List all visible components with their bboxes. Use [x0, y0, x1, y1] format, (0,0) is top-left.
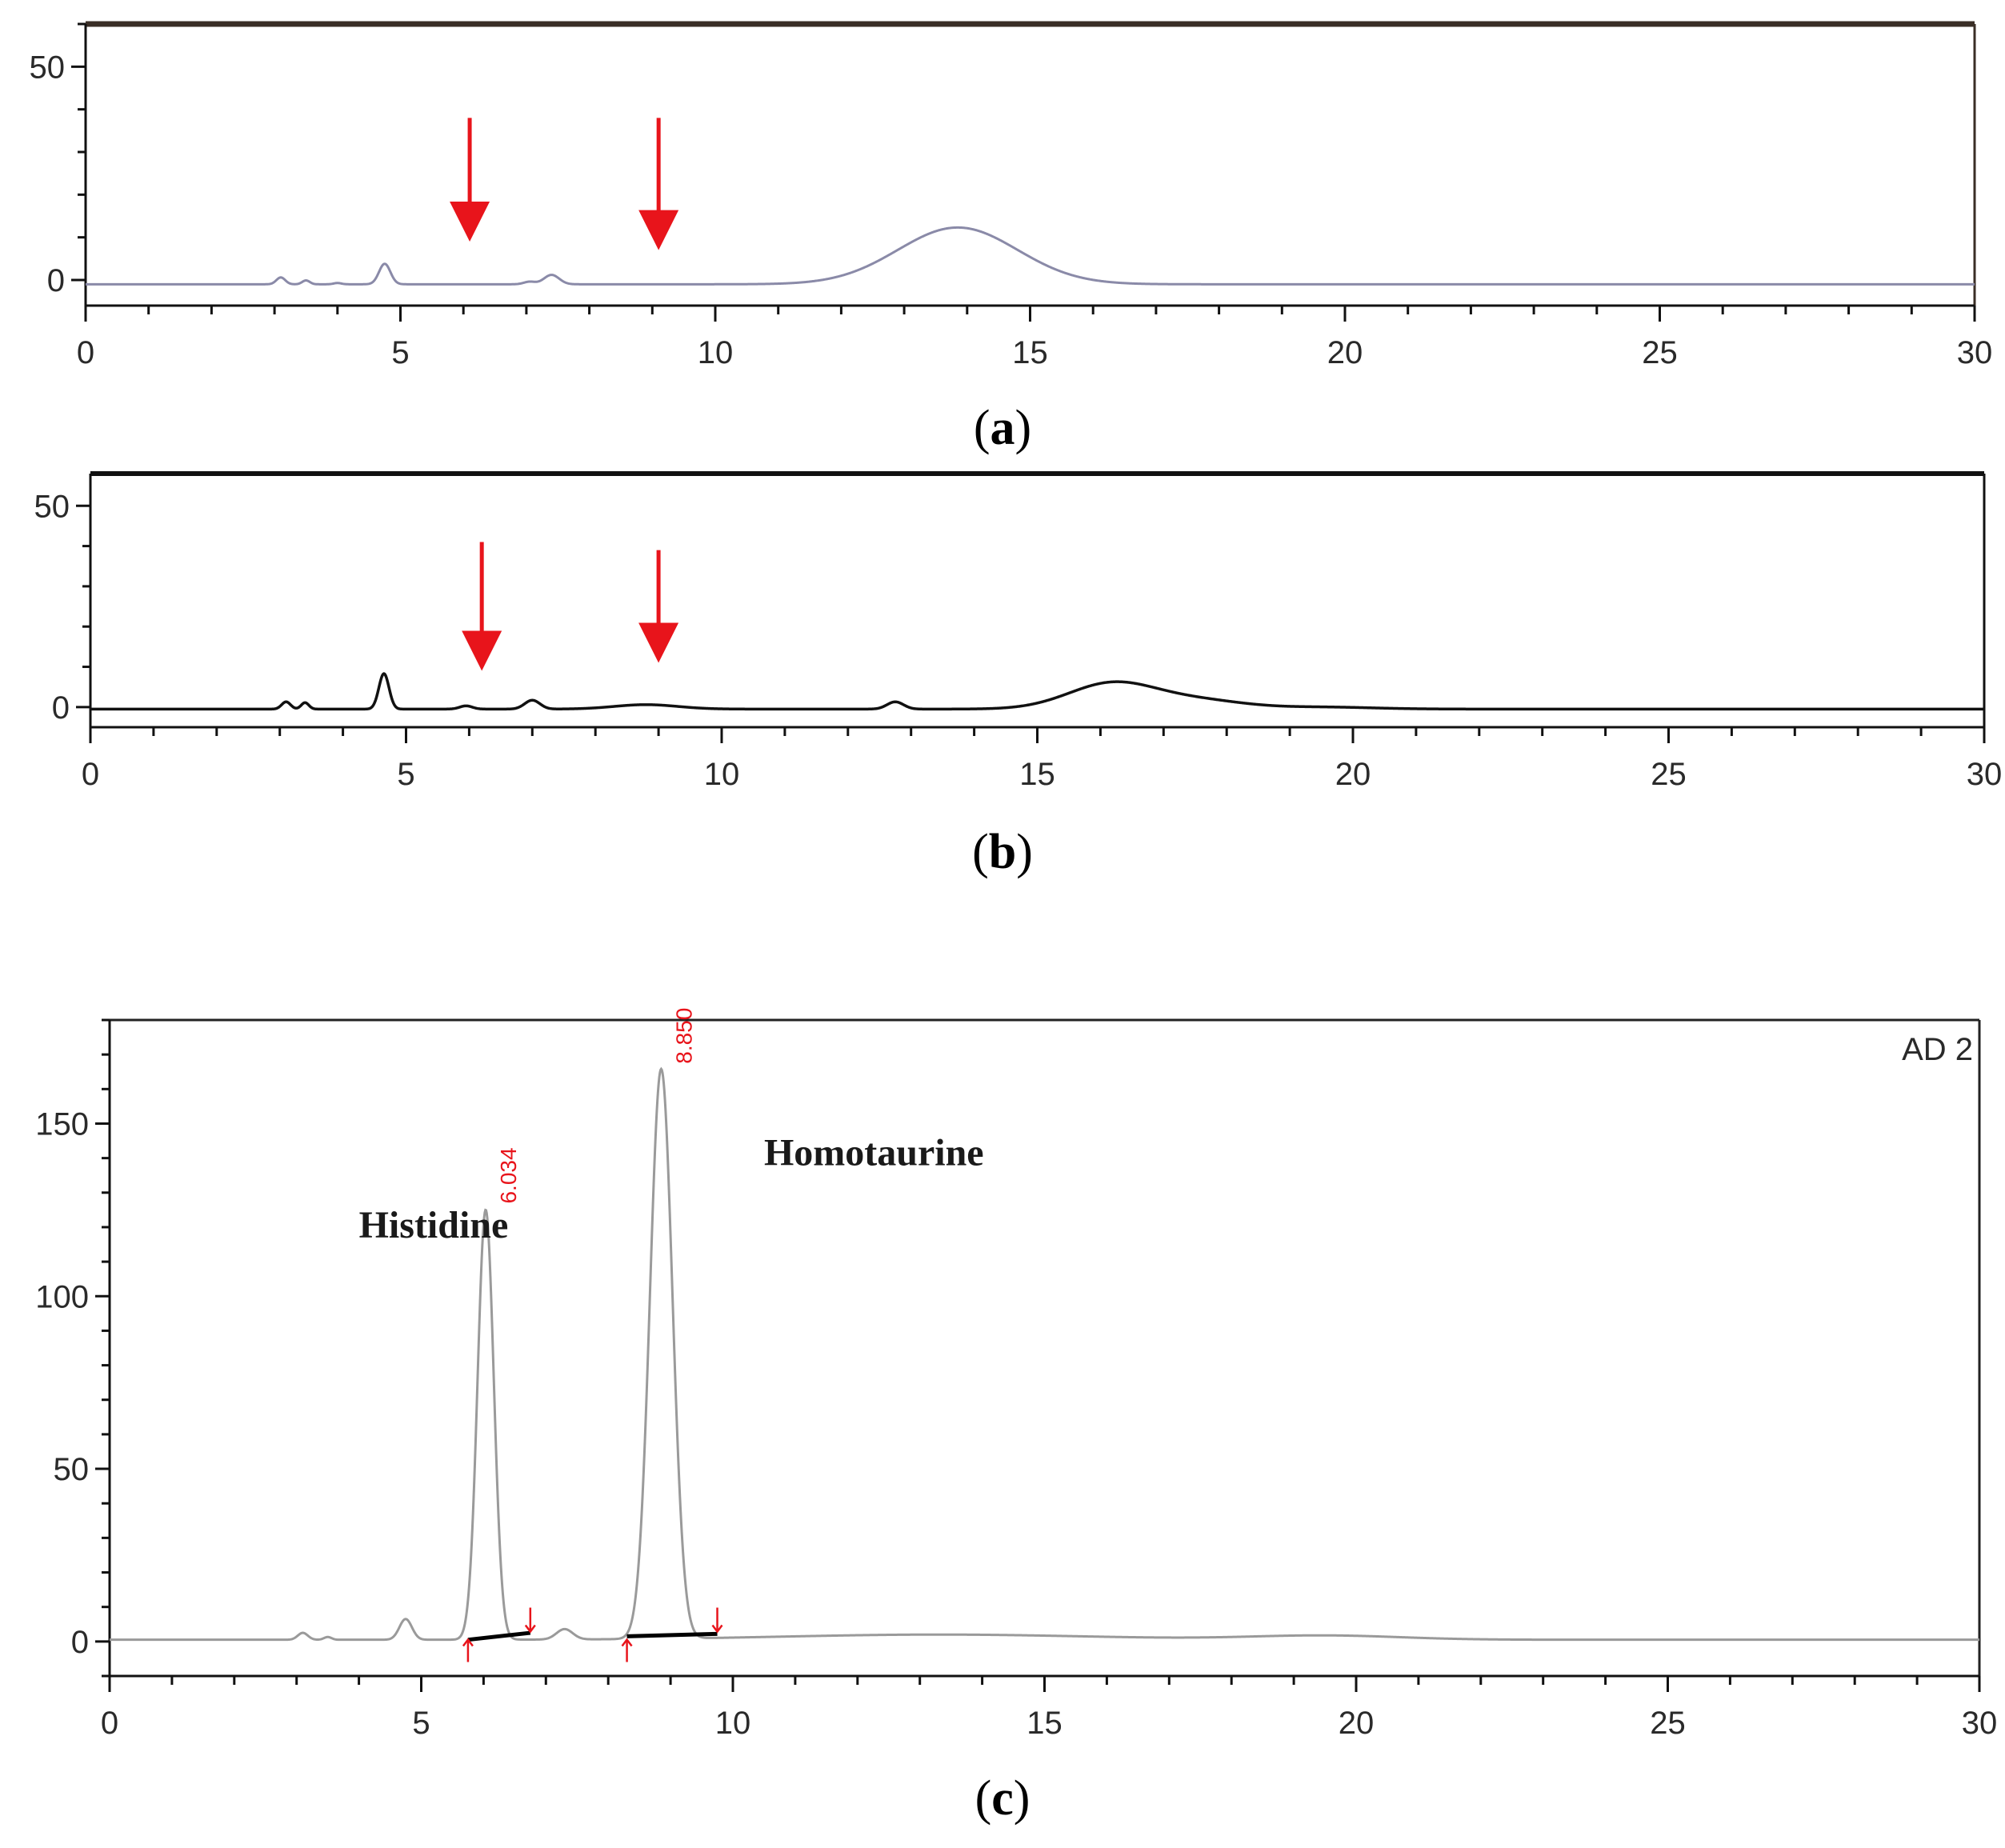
panel-a: 0 5 10 15 20 25 30 0 50 — [30, 21, 1993, 370]
x-tick-label: 5 — [412, 1706, 430, 1741]
x-tick-label: 10 — [698, 335, 734, 370]
x-tick-label: 20 — [1339, 1706, 1375, 1741]
red-arrow-head — [638, 210, 679, 250]
compound-label: Homotaurine — [764, 1131, 984, 1174]
x-tick-label: 15 — [1019, 757, 1055, 792]
caption-b: (b) — [972, 825, 1033, 879]
x-tick-label: 0 — [77, 335, 94, 370]
y-tick-label: 100 — [35, 1279, 89, 1314]
x-tick-label: 25 — [1650, 1706, 1686, 1741]
detector-label: AD 2 — [1902, 1032, 1973, 1067]
x-tick-label: 10 — [704, 757, 740, 792]
caption-c: (c) — [975, 1771, 1031, 1826]
x-tick-label: 5 — [397, 757, 414, 792]
x-tick-label: 15 — [1027, 1706, 1063, 1741]
x-tick-label: 30 — [1967, 757, 2003, 792]
panel-c: 0 5 10 15 20 25 30 0 50 100 150 AD 2 6.034 8.850 Histi… — [35, 1008, 1997, 1741]
red-arrow-head — [462, 630, 502, 671]
integration-start-marker-head — [621, 1638, 633, 1647]
x-tick-label: 25 — [1651, 757, 1687, 792]
integration-end-marker-head — [711, 1624, 723, 1634]
compound-label: Histidine — [359, 1204, 509, 1246]
x-tick-label: 15 — [1012, 335, 1048, 370]
integration-end-marker-head — [524, 1624, 536, 1634]
y-tick-label: 50 — [34, 489, 70, 524]
y-tick-label: 0 — [47, 263, 65, 298]
red-arrow-head — [450, 202, 490, 242]
chromatogram-trace — [110, 1066, 1979, 1642]
x-tick-label: 25 — [1642, 335, 1678, 370]
x-tick-label: 20 — [1327, 335, 1363, 370]
y-tick-label: 50 — [30, 50, 66, 85]
x-tick-label: 5 — [391, 335, 409, 370]
integration-start-marker-head — [462, 1638, 474, 1647]
x-tick-label: 10 — [715, 1706, 751, 1741]
y-tick-label: 0 — [52, 690, 70, 726]
x-tick-label: 30 — [1962, 1706, 1998, 1741]
caption-a: (a) — [974, 401, 1031, 455]
integration-baseline — [467, 1630, 531, 1642]
x-tick-label: 30 — [1957, 335, 1993, 370]
x-tick-label: 0 — [101, 1706, 118, 1741]
x-tick-label: 20 — [1335, 757, 1371, 792]
peak-retention-label: 8.850 — [671, 1008, 696, 1064]
y-tick-label: 150 — [35, 1106, 89, 1142]
x-tick-label: 0 — [82, 757, 99, 792]
integration-baseline — [626, 1631, 718, 1638]
chromatogram-trace — [90, 672, 1984, 711]
y-tick-label: 50 — [54, 1452, 90, 1487]
chromatogram-trace — [86, 226, 1975, 286]
y-tick-label: 0 — [71, 1625, 89, 1660]
red-arrow-head — [638, 622, 679, 663]
peak-retention-label: 6.034 — [496, 1147, 521, 1203]
panel-b: 0 5 10 15 20 25 30 0 50 — [34, 471, 2003, 792]
